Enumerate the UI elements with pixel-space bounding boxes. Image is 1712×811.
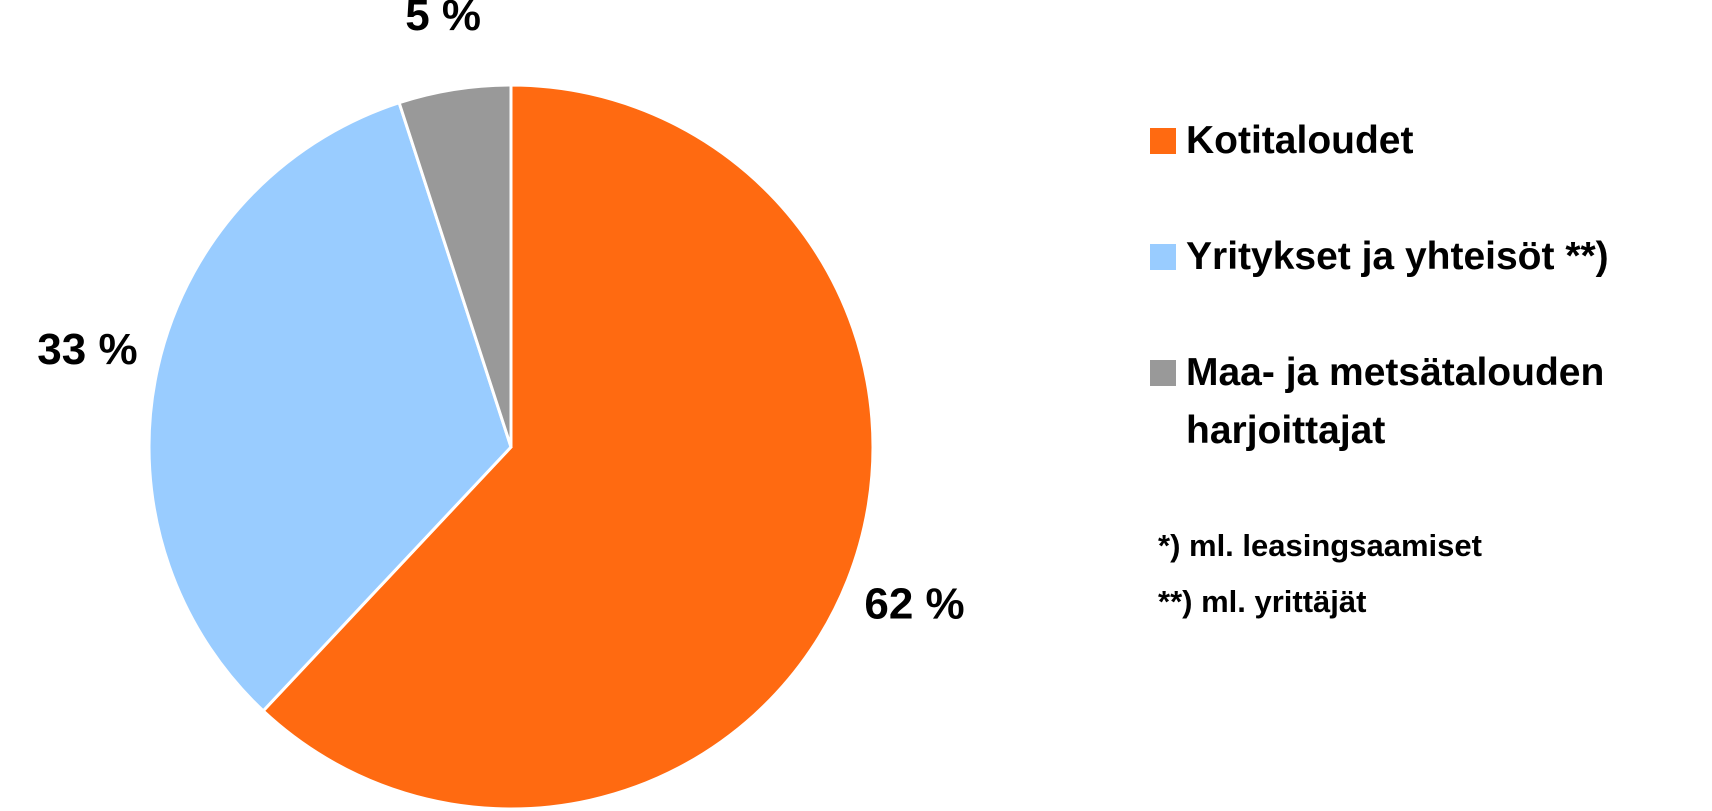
legend-item: Maa- ja metsätalouden harjoittajat <box>1150 344 1710 460</box>
pie-slice <box>261 83 875 811</box>
legend-item: Yritykset ja yhteisöt **) <box>1150 228 1710 286</box>
legend-item: Kotitaloudet <box>1150 112 1710 170</box>
note: *) ml. leasingsaamiset <box>1158 528 1482 563</box>
legend-label: Maa- ja metsätalouden harjoittajat <box>1186 351 1605 452</box>
legend-swatch <box>1150 128 1176 154</box>
legend-label: Kotitaloudet <box>1186 119 1414 162</box>
legend-label: Yritykset ja yhteisöt **) <box>1186 235 1609 278</box>
data-label: 62 % <box>864 579 964 628</box>
legend-swatch <box>1150 360 1176 386</box>
pie-slice <box>397 83 513 448</box>
pie-slice <box>147 100 513 714</box>
legend: Kotitaloudet Yritykset ja yhteisöt **) Maa… <box>1150 112 1710 630</box>
notes: *) ml. leasingsaamiset **) ml. yrittäjät <box>1150 518 1710 630</box>
note: **) ml. yrittäjät <box>1158 584 1367 619</box>
data-label: 5 % <box>405 0 481 40</box>
data-label: 33 % <box>37 325 137 374</box>
legend-swatch <box>1150 244 1176 270</box>
